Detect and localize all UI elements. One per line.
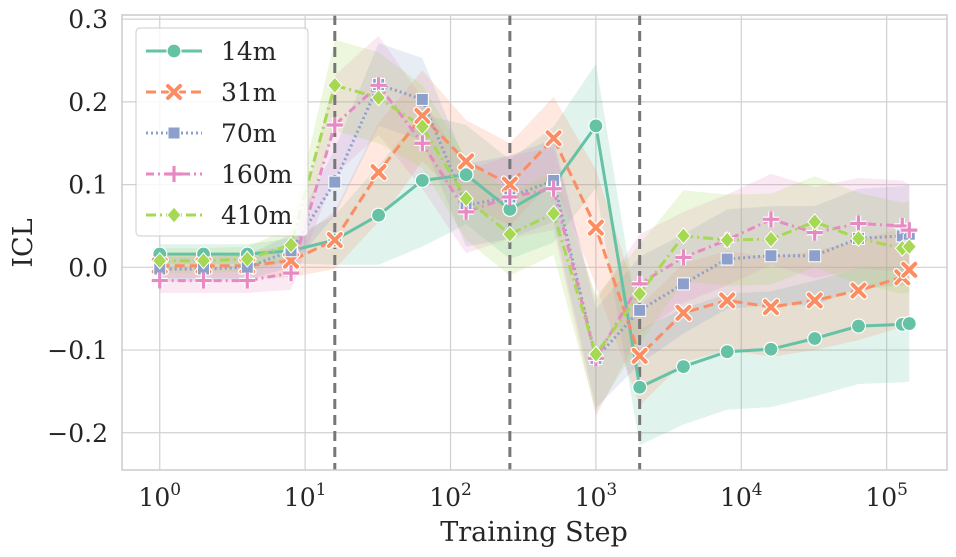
data-point-410m (763, 230, 779, 248)
data-point-70m (764, 249, 778, 263)
x-tick-label: 103 (575, 480, 618, 512)
legend-marker-410m (166, 206, 182, 224)
legend-label-160m: 160m (221, 160, 293, 189)
data-point-160m (414, 135, 431, 152)
data-point-31m (369, 162, 388, 182)
data-point-410m (458, 189, 474, 208)
legend: 14m 31m 70m 160m 410m (135, 27, 309, 237)
data-point-70m (676, 277, 690, 291)
data-point-410m (632, 285, 648, 303)
data-point-410m (152, 251, 168, 270)
data-point-14m (763, 341, 779, 357)
y-tick-label: 0.1 (68, 171, 108, 200)
data-point-410m (719, 231, 735, 249)
data-point-410m (588, 345, 604, 363)
x-tick-label: 101 (284, 480, 327, 512)
data-point-14m (370, 207, 387, 223)
legend-label-410m: 410m (221, 201, 293, 230)
data-point-14m (901, 315, 917, 332)
data-point-410m (901, 237, 917, 256)
data-point-14m (675, 358, 692, 375)
data-point-31m (544, 129, 563, 148)
data-point-160m (283, 265, 300, 282)
data-point-14m (632, 379, 648, 395)
data-point-31m (413, 106, 432, 126)
data-point-160m (850, 215, 867, 232)
series-markers (150, 76, 919, 395)
data-point-70m (808, 249, 822, 263)
data-point-410m (239, 250, 255, 268)
data-point-160m (239, 272, 256, 289)
data-point-410m (195, 251, 212, 270)
y-tick-label: 0.0 (68, 253, 108, 282)
data-point-14m (588, 118, 604, 134)
legend-marker-31m (164, 82, 184, 102)
data-point-160m (762, 211, 779, 228)
legend-label-70m: 70m (221, 119, 277, 148)
data-point-14m (719, 344, 735, 360)
x-axis-ticks: 100 101 102 103 104 105 (138, 480, 908, 512)
data-point-31m (325, 230, 345, 250)
y-tick-label: −0.2 (47, 419, 108, 448)
legend-marker-14m (166, 43, 182, 59)
data-point-70m (720, 252, 734, 266)
band-410m (159, 39, 910, 413)
x-tick-label: 104 (720, 480, 763, 512)
data-point-410m (675, 227, 692, 245)
y-axis-label: ICL (8, 218, 39, 267)
data-point-14m (414, 172, 430, 189)
data-point-31m (500, 175, 520, 194)
data-point-14m (458, 167, 474, 183)
data-point-160m (901, 222, 918, 239)
data-point-31m (674, 303, 693, 323)
data-point-31m (805, 291, 824, 310)
y-tick-label: 0.3 (68, 5, 108, 34)
x-tick-label: 100 (138, 480, 181, 512)
data-point-70m (415, 92, 429, 106)
legend-label-14m: 14m (221, 37, 277, 66)
data-point-31m (717, 291, 737, 310)
data-point-410m (807, 213, 823, 231)
data-point-160m (151, 272, 168, 289)
y-tick-label: 0.2 (68, 88, 108, 117)
data-point-410m (370, 88, 387, 107)
data-point-160m (326, 117, 343, 134)
data-point-410m (414, 117, 431, 136)
data-point-410m (502, 225, 518, 243)
data-point-160m (195, 272, 212, 289)
data-point-31m (586, 218, 606, 237)
x-tick-label: 102 (429, 480, 472, 512)
x-axis-label: Training Step (440, 517, 628, 548)
plot-frame (121, 14, 948, 471)
data-point-410m (283, 236, 299, 254)
grid (122, 15, 947, 470)
data-point-160m (675, 249, 692, 266)
data-point-31m (761, 297, 781, 317)
data-point-70m (633, 303, 647, 317)
legend-marker-70m (167, 126, 181, 140)
data-point-70m (328, 175, 342, 189)
x-tick-label: 105 (865, 480, 908, 512)
legend-box (135, 27, 309, 237)
data-point-14m (807, 330, 823, 347)
data-point-410m (327, 76, 343, 95)
y-tick-label: −0.1 (47, 336, 108, 365)
data-point-31m (630, 346, 649, 366)
legend-label-31m: 31m (221, 78, 277, 107)
data-point-14m (850, 318, 867, 334)
data-point-160m (501, 189, 518, 205)
band-31m (159, 70, 910, 406)
data-point-160m (545, 180, 562, 197)
band-160m (159, 35, 910, 417)
data-point-31m (456, 152, 476, 171)
data-point-31m (849, 281, 868, 300)
data-point-410m (545, 204, 562, 223)
legend-marker-160m (166, 166, 182, 182)
band-70m (159, 43, 910, 408)
data-point-410m (850, 229, 867, 248)
y-axis-ticks: −0.2 −0.1 0.0 0.1 0.2 0.3 (47, 5, 108, 448)
data-point-31m (900, 260, 919, 280)
